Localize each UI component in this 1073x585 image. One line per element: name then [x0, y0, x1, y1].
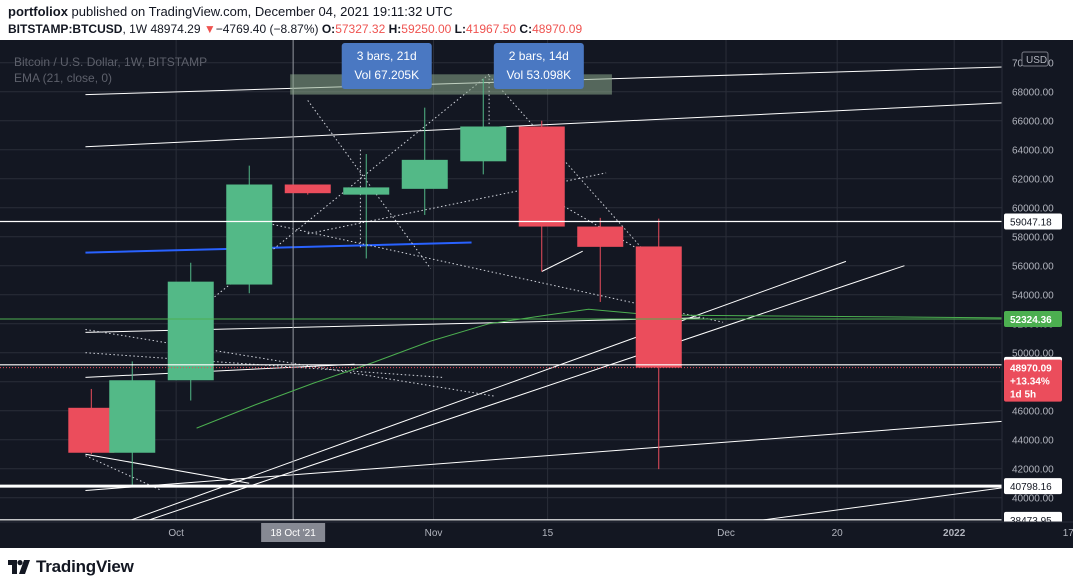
trend-line[interactable] [85, 363, 355, 378]
publish-info: portfoliox published on TradingView.com,… [8, 4, 453, 19]
last-price: 48974.29 [150, 22, 201, 36]
close-value: 48970.09 [532, 22, 583, 36]
chart-background [0, 40, 1073, 548]
footer-logo[interactable]: TradingView [8, 556, 134, 578]
price-level-label-box[interactable] [1004, 310, 1062, 327]
trend-line[interactable] [541, 250, 583, 272]
price-tick-label: 54000.00 [1012, 291, 1054, 302]
close-label: C: [519, 22, 533, 36]
trend-line[interactable] [121, 260, 847, 523]
overlay-labels: 3 bars, 21d Vol 67.205K 2 bars, 14d Vol 53.… [341, 43, 584, 89]
candle-up [109, 380, 156, 453]
range-bars-label: 2 bars, 14d [509, 49, 569, 63]
candle-down [518, 126, 565, 227]
time-tick-label: 15 [542, 528, 554, 539]
symbol-name: BITSTAMP:BTCUSD [8, 22, 123, 36]
legend-symbol: Bitcoin / U.S. Dollar, 1W, BITSTAMP [14, 55, 207, 69]
crosshair-time-box [261, 523, 326, 542]
candle-down [635, 246, 682, 368]
time-tick-label: 20 [832, 528, 844, 539]
candle-up [401, 159, 448, 189]
current-price-box [1004, 359, 1062, 402]
legend-ema: EMA (21, close, 0) [14, 71, 112, 85]
trend-line[interactable] [85, 63, 1073, 96]
range-label-box [341, 43, 432, 89]
range-bars-label: 3 bars, 21d [357, 49, 417, 63]
candle-up [343, 187, 390, 195]
candle-down [284, 184, 331, 194]
time-tick-label: 2022 [943, 528, 966, 539]
candle-down [577, 226, 624, 247]
time-tick-label: Nov [425, 528, 443, 539]
current-price-change: +13.34% [1010, 377, 1050, 388]
range-label-box [493, 43, 584, 89]
candle-up [460, 126, 507, 162]
tradingview-brand: TradingView [36, 557, 134, 576]
horizontal-levels[interactable] [0, 220, 1002, 521]
candles [68, 78, 682, 487]
symbol-info-bar: BITSTAMP:BTCUSD, 1W 48974.29 ▼−4769.40 (… [8, 22, 582, 36]
trend-line[interactable] [307, 172, 607, 235]
crosshair-time-label: 18 Oct '21 [270, 528, 316, 539]
price-change: −4769.40 (−8.87%) [215, 22, 319, 36]
price-tick-label: 42000.00 [1012, 465, 1054, 476]
ema-line [196, 308, 1002, 429]
open-label: O: [321, 22, 336, 36]
price-tick-label: 66000.00 [1012, 117, 1054, 128]
trend-line[interactable] [85, 329, 496, 397]
author-name[interactable]: portfoliox [8, 4, 68, 19]
price-tick-label: 60000.00 [1012, 204, 1054, 215]
interval: , 1W [122, 22, 151, 36]
time-tick-label: 17 [1063, 528, 1073, 539]
price-tick-label: 64000.00 [1012, 146, 1054, 157]
price-level-label: 59047.18 [1010, 218, 1052, 229]
high-value: 59250.00 [401, 22, 452, 36]
low-label: L: [454, 22, 466, 36]
high-label: H: [388, 22, 402, 36]
trend-line-blue[interactable] [85, 241, 472, 254]
price-level-label: 52324.36 [1010, 315, 1052, 326]
price-tick-label: 40000.00 [1012, 494, 1054, 505]
currency-label: USD [1026, 55, 1047, 66]
trend-lines[interactable] [85, 40, 1073, 548]
price-axis-background [1002, 40, 1073, 520]
candle-up [226, 184, 273, 285]
down-arrow-icon: ▼ [203, 22, 216, 36]
low-value: 41967.50 [466, 22, 517, 36]
time-tick-label: Oct [168, 528, 184, 539]
time-axis[interactable]: Oct Nov 15 Dec 20 2022 17 18 Oct '21 [0, 521, 1073, 548]
price-level-label: 38473.95 [1010, 516, 1052, 527]
publish-text: published on TradingView.com, December 0… [67, 4, 453, 19]
price-tick-label: 50000.00 [1012, 349, 1054, 360]
price-tick-label: 56000.00 [1012, 262, 1054, 273]
range-volume-label: Vol 53.098K [506, 68, 571, 82]
open-value: 57327.32 [335, 22, 386, 36]
price-tick-label: 68000.00 [1012, 88, 1054, 99]
price-chart[interactable]: 40000.0042000.0044000.0046000.0048000.00… [0, 40, 1073, 548]
time-axis-background [0, 522, 1073, 548]
candle-up [167, 281, 214, 381]
price-level-label-box[interactable] [1004, 478, 1062, 495]
trend-line[interactable] [85, 411, 1073, 491]
candle-down [68, 407, 115, 453]
price-level-label-box[interactable] [1004, 213, 1062, 230]
price-tick-label: 62000.00 [1012, 175, 1054, 186]
trend-line[interactable] [307, 100, 432, 269]
current-price-label: 48970.09 [1010, 364, 1052, 375]
tradingview-logo-icon [8, 560, 30, 574]
trend-line[interactable] [85, 453, 250, 484]
price-level-label: 40798.16 [1010, 482, 1052, 493]
trend-line[interactable] [173, 469, 1073, 548]
bar-countdown: 1d 5h [1010, 390, 1036, 401]
price-tick-label: 44000.00 [1012, 436, 1054, 447]
time-tick-label: Dec [717, 528, 735, 539]
price-tick-label: 46000.00 [1012, 407, 1054, 418]
trend-line[interactable] [85, 96, 1073, 148]
price-tick-label: 58000.00 [1012, 233, 1054, 244]
currency-badge[interactable] [1021, 51, 1049, 67]
range-volume-label: Vol 67.205K [354, 68, 419, 82]
price-axis[interactable]: 40000.0042000.0044000.0046000.0048000.00… [1001, 40, 1073, 528]
ema-polyline [196, 308, 1002, 429]
